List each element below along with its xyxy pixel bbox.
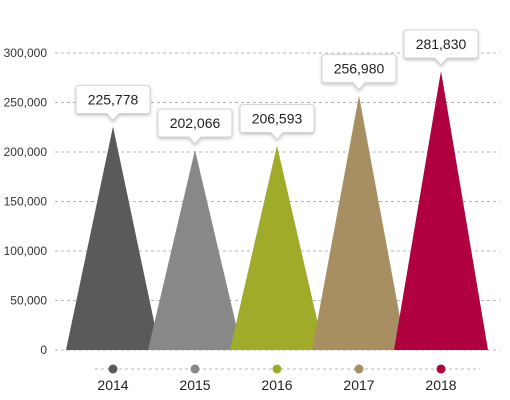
- category-marker-2016: [272, 364, 282, 374]
- callout-box: [157, 108, 233, 145]
- x-axis: 2014 2015 2016 2017 2018: [95, 364, 480, 393]
- x-tick-label-2018: 2018: [425, 377, 456, 393]
- triangle-mark-2017: [312, 95, 406, 350]
- x-tick-label-2014: 2014: [97, 377, 128, 393]
- value-callouts: 225,778 202,066 206,593 256,980 281,830: [75, 29, 479, 145]
- y-tick-label: 0: [40, 343, 47, 357]
- value-label-2018: 281,830: [416, 36, 467, 52]
- y-tick-label: 300,000: [4, 46, 48, 60]
- x-tick-label-2016: 2016: [261, 377, 292, 393]
- category-marker-2018: [436, 364, 446, 374]
- value-callout-2014: [75, 84, 151, 122]
- value-label-2014: 225,778: [88, 91, 139, 107]
- x-tick-label-2015: 2015: [179, 377, 210, 393]
- y-tick-label: 100,000: [4, 244, 48, 258]
- value-label-2017: 256,980: [334, 61, 385, 77]
- callout-box: [403, 29, 479, 66]
- y-tick-label: 150,000: [4, 195, 48, 209]
- y-tick-label: 200,000: [4, 145, 48, 159]
- category-marker-2017: [354, 364, 364, 374]
- callout-box: [321, 54, 397, 91]
- category-marker-2014: [108, 364, 118, 374]
- triangle-mark-2016: [230, 145, 324, 350]
- y-axis-ticks: 0 50,000 100,000 150,000 200,000 250,000 300,0…: [4, 46, 48, 357]
- y-tick-label: 250,000: [4, 96, 48, 110]
- value-callout-2018: [403, 29, 479, 66]
- value-label-2016: 206,593: [252, 110, 303, 126]
- triangle-mark-2018: [394, 70, 488, 351]
- triangle-series: [66, 70, 488, 351]
- triangle-mark-2014: [66, 126, 160, 350]
- value-callout-2015: [157, 108, 233, 145]
- value-label-2015: 202,066: [170, 115, 221, 131]
- y-tick-label: 50,000: [10, 294, 47, 308]
- category-marker-2015: [190, 364, 200, 374]
- callout-box: [239, 103, 315, 141]
- callout-box: [75, 84, 151, 122]
- x-tick-label-2017: 2017: [343, 377, 374, 393]
- triangle-mark-2015: [148, 149, 242, 350]
- value-callout-2017: [321, 54, 397, 91]
- value-callout-2016: [239, 103, 315, 141]
